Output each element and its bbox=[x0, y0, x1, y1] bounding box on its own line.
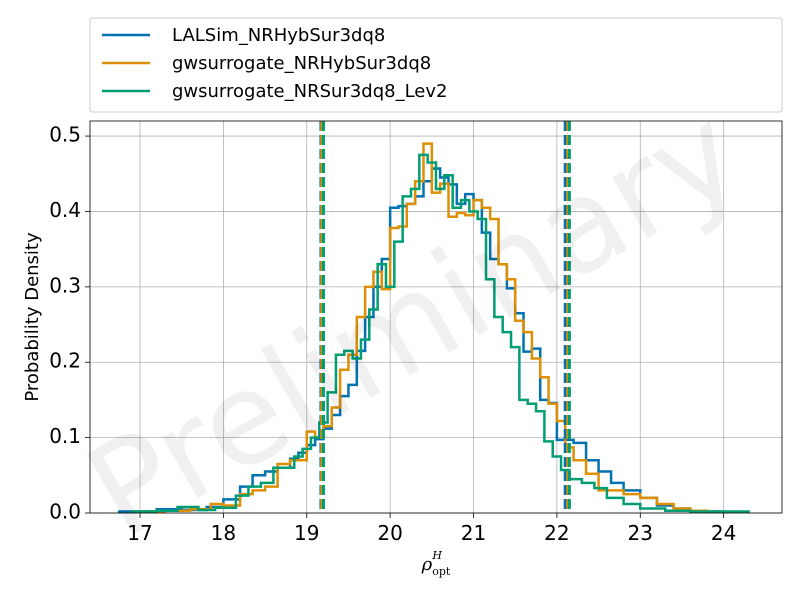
x-axis-label-sub: opt bbox=[432, 565, 451, 578]
x-axis-ticks: 17 18 19 20 21 22 23 24 bbox=[127, 513, 736, 545]
vline-layer bbox=[319, 121, 571, 513]
x-tick-label: 21 bbox=[461, 521, 486, 545]
x-axis-label-sup: H bbox=[431, 549, 442, 562]
y-axis-ticks: 0.0 0.1 0.2 0.3 0.4 0.5 bbox=[49, 123, 90, 524]
y-tick-label: 0.1 bbox=[49, 424, 81, 448]
x-tick-label: 19 bbox=[294, 521, 319, 545]
histogram-series-2 bbox=[138, 142, 725, 513]
x-tick-label: 17 bbox=[127, 521, 152, 545]
y-tick-label: 0.5 bbox=[49, 123, 81, 147]
plot-frame bbox=[89, 120, 783, 514]
y-tick-label: 0.0 bbox=[49, 500, 81, 524]
legend-label: gwsurrogate_NRHybSur3dq8 bbox=[172, 53, 431, 74]
x-tick-label: 18 bbox=[211, 521, 236, 545]
y-tick-label: 0.3 bbox=[49, 273, 81, 297]
legend-box bbox=[89, 17, 783, 113]
x-tick-label: 22 bbox=[544, 521, 569, 545]
y-axis-label: Probability Density bbox=[22, 232, 43, 402]
legend-label: LALSim_NRHybSur3dq8 bbox=[172, 25, 385, 46]
y-tick-label: 0.4 bbox=[49, 198, 81, 222]
x-tick-label: 24 bbox=[711, 521, 736, 545]
legend-label: gwsurrogate_NRSur3dq8_Lev2 bbox=[172, 81, 447, 102]
x-tick-label: 23 bbox=[628, 521, 653, 545]
x-axis-label-base: ρ bbox=[421, 554, 433, 575]
y-tick-label: 0.2 bbox=[49, 349, 81, 373]
x-tick-label: 20 bbox=[377, 521, 402, 545]
legend-entries: LALSim_NRHybSur3dq8 gwsurrogate_NRHybSur3… bbox=[102, 25, 447, 102]
x-axis-label: ρopt H bbox=[421, 549, 451, 578]
legend: LALSim_NRHybSur3dq8 gwsurrogate_NRHybSur3… bbox=[89, 17, 783, 113]
